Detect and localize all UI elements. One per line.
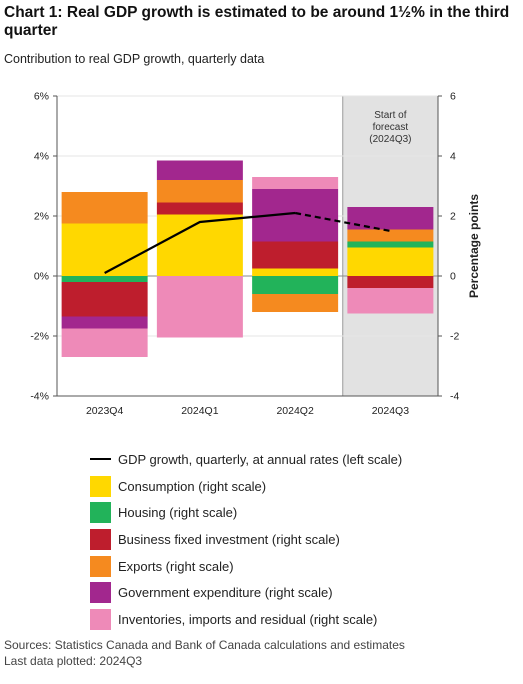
legend-swatch xyxy=(90,528,111,550)
right-tick-label: 0 xyxy=(450,271,456,283)
bar-segment xyxy=(347,241,434,248)
bar-segment xyxy=(61,328,148,357)
bar-segment xyxy=(252,268,339,276)
axes: 6% 4% 2% 0% -2% -4% 6 4 2 0 -2 -4 Percentage points 2… xyxy=(30,91,481,418)
legend-label: Government expenditure (right scale) xyxy=(118,585,333,601)
forecast-label: (2024Q3) xyxy=(369,134,411,145)
right-axis-title: Percentage points xyxy=(467,194,481,298)
left-tick-label: 0% xyxy=(34,271,49,283)
right-tick-label: 2 xyxy=(450,211,456,223)
bar-segment xyxy=(156,202,243,215)
bar-segment xyxy=(252,294,339,312)
x-tick-label: 2024Q1 xyxy=(181,405,219,417)
x-tick-label: 2024Q3 xyxy=(372,405,410,417)
bar-segment xyxy=(61,276,148,282)
gdp-line xyxy=(104,211,391,274)
bar-segment xyxy=(347,288,434,314)
bar-segment xyxy=(347,276,434,288)
legend-swatch xyxy=(90,608,111,630)
forecast-label: Start of xyxy=(374,110,406,121)
bar-segment xyxy=(61,223,148,276)
bar-segment xyxy=(156,214,243,276)
legend-label: Consumption (right scale) xyxy=(118,478,267,494)
left-tick-label: -2% xyxy=(30,331,49,343)
left-tick-label: 6% xyxy=(34,91,49,103)
legend-item-business-investment: Business fixed investment (right scale) xyxy=(90,526,402,553)
bar-segment xyxy=(252,241,339,269)
right-tick-label: 6 xyxy=(450,91,456,103)
right-tick-label: 4 xyxy=(450,151,456,163)
legend-item-inventories: Inventories, imports and residual (right… xyxy=(90,606,402,633)
bar-segment xyxy=(156,160,243,180)
left-tick-label: 2% xyxy=(34,211,49,223)
legend-item-consumption: Consumption (right scale) xyxy=(90,473,402,500)
legend-line-swatch xyxy=(90,458,111,461)
sources-text: Sources: Statistics Canada and Bank of C… xyxy=(4,638,405,652)
bar-segment xyxy=(61,316,148,329)
legend-item-exports: Exports (right scale) xyxy=(90,553,402,580)
right-tick-label: -2 xyxy=(450,331,459,343)
gdp-line-forecast xyxy=(294,211,391,233)
right-tick-label: -4 xyxy=(450,391,459,403)
forecast-label: forecast xyxy=(373,122,409,133)
bar-segment xyxy=(61,192,148,224)
legend-label: Housing (right scale) xyxy=(118,505,238,521)
legend-item-government: Government expenditure (right scale) xyxy=(90,579,402,606)
legend-label: Business fixed investment (right scale) xyxy=(118,531,340,547)
bar-segment xyxy=(252,276,339,294)
chart-title: Chart 1: Real GDP growth is estimated to… xyxy=(4,4,510,39)
bar-segment xyxy=(252,177,339,189)
legend-label: Inventories, imports and residual (right… xyxy=(118,611,378,627)
bar-segment xyxy=(347,207,434,230)
x-tick-label: 2023Q4 xyxy=(86,405,124,417)
legend-item-housing: Housing (right scale) xyxy=(90,499,402,526)
left-tick-label: 4% xyxy=(34,151,49,163)
chart-subtitle: Contribution to real GDP growth, quarter… xyxy=(4,52,265,66)
bars xyxy=(61,160,434,357)
gdp-line-actual xyxy=(104,211,296,274)
legend-swatch xyxy=(90,555,111,577)
legend-swatch xyxy=(90,502,111,524)
bar-segment xyxy=(347,247,434,276)
x-tick-label: 2024Q2 xyxy=(276,405,314,417)
bar-segment xyxy=(61,282,148,317)
legend-item-line: GDP growth, quarterly, at annual rates (… xyxy=(90,446,402,473)
last-data-text: Last data plotted: 2024Q3 xyxy=(4,654,143,668)
bar-segment xyxy=(156,276,243,338)
legend: GDP growth, quarterly, at annual rates (… xyxy=(90,446,402,633)
sources-note: Sources: Statistics Canada and Bank of C… xyxy=(4,637,405,669)
legend-label: Exports (right scale) xyxy=(118,558,234,574)
legend-swatch xyxy=(90,475,111,497)
legend-label: GDP growth, quarterly, at annual rates (… xyxy=(118,451,403,467)
bar-segment xyxy=(347,229,434,242)
left-tick-label: -4% xyxy=(30,391,49,403)
legend-swatch xyxy=(90,582,111,604)
bar-segment xyxy=(156,180,243,203)
